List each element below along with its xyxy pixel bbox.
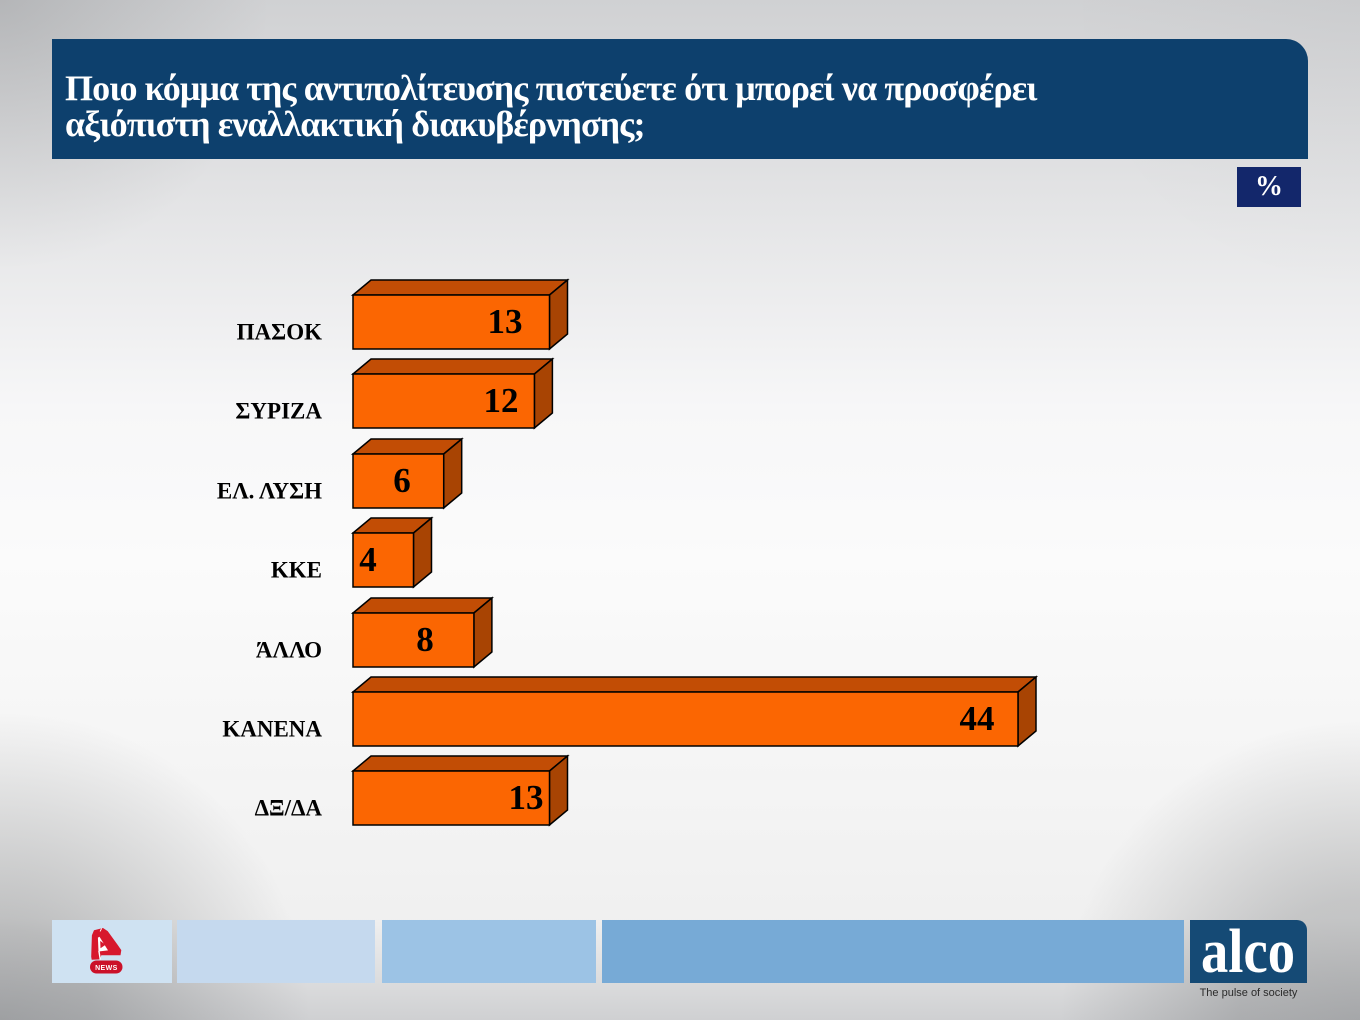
svg-text:6: 6 (393, 461, 411, 500)
svg-text:8: 8 (416, 620, 434, 659)
svg-text:13: 13 (488, 302, 523, 341)
svg-text:ΠΑΣΟΚ: ΠΑΣΟΚ (237, 320, 322, 345)
svg-text:ΕΛ. ΛΥΣΗ: ΕΛ. ΛΥΣΗ (217, 479, 322, 504)
svg-text:13: 13 (509, 778, 544, 817)
svg-text:ΚΚΕ: ΚΚΕ (271, 558, 322, 583)
svg-text:NEWS: NEWS (95, 965, 118, 972)
svg-text:alco: alco (1201, 918, 1295, 986)
svg-text:ΚΑΝΕΝΑ: ΚΑΝΕΝΑ (222, 717, 322, 742)
svg-text:44: 44 (960, 699, 995, 738)
svg-text:ΆΛΛΟ: ΆΛΛΟ (256, 638, 322, 663)
svg-text:4: 4 (359, 540, 377, 579)
svg-text:ΔΞ/ΔΑ: ΔΞ/ΔΑ (255, 796, 323, 821)
svg-text:12: 12 (484, 381, 519, 420)
svg-text:ΣΥΡΙΖΑ: ΣΥΡΙΖΑ (235, 399, 322, 424)
